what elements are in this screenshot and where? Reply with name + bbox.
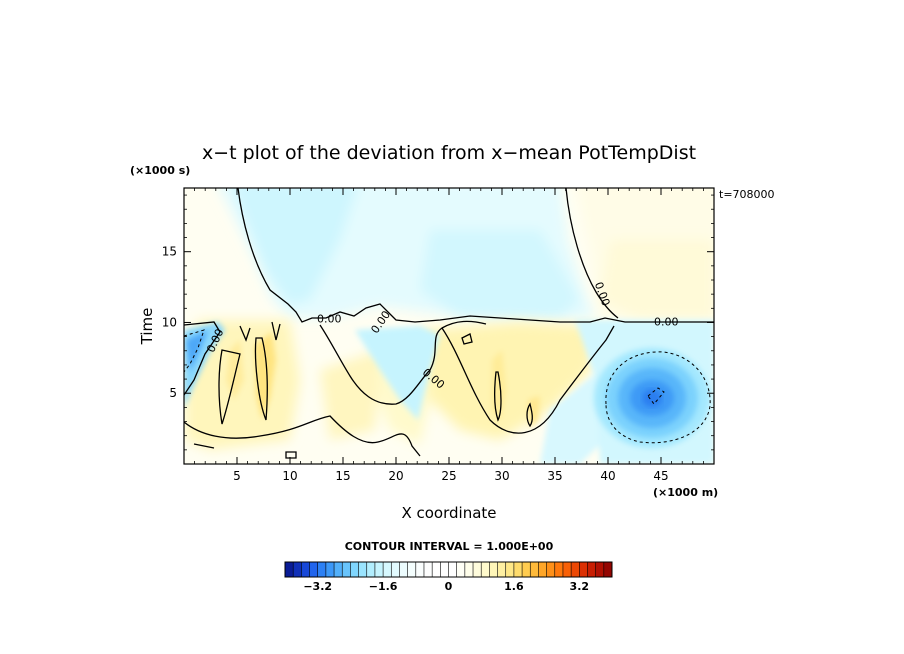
colorbar-swatch <box>595 562 605 577</box>
x-tick-label: 15 <box>335 469 350 483</box>
colorbar: −3.2 −1.6 0 1.6 3.2 <box>284 561 613 593</box>
x-tick-label: 30 <box>494 469 509 483</box>
colorbar-swatch <box>603 562 613 577</box>
cold-anomaly <box>594 348 710 448</box>
colorbar-swatch <box>350 562 359 577</box>
colorbar-swatch <box>285 562 294 577</box>
x-tick-label: 20 <box>388 469 403 483</box>
colorbar-swatch <box>325 562 335 577</box>
colorbar-swatch <box>415 562 425 577</box>
chart-title: x−t plot of the deviation from x−mean Po… <box>202 142 696 164</box>
x-axis-label: X coordinate <box>401 504 496 522</box>
colorbar-swatch <box>489 562 498 577</box>
contour-lines <box>184 188 714 459</box>
colorbar-tick-label: −3.2 <box>303 580 332 593</box>
y-tick-label: 10 <box>162 315 177 329</box>
colorbar-swatch <box>530 562 539 577</box>
colorbar-swatch <box>579 562 588 577</box>
colorbar-swatch <box>309 562 319 577</box>
colorbar-swatch <box>391 562 400 577</box>
upper-cool-region <box>219 188 714 320</box>
x-tick-label: 45 <box>653 469 668 483</box>
colorbar-tick-label: 1.6 <box>504 580 524 593</box>
colorbar-swatch <box>317 562 327 577</box>
negative-contours <box>184 329 711 444</box>
colorbar-swatch <box>562 562 572 577</box>
colorbar-swatch <box>423 562 433 577</box>
colorbar-tick-label: −1.6 <box>369 580 398 593</box>
colorbar-swatch <box>513 562 523 577</box>
x-tick-label: 40 <box>600 469 615 483</box>
y-tick-label: 5 <box>169 386 177 400</box>
colorbar-swatch <box>366 562 376 577</box>
colorbar-swatch <box>481 562 490 577</box>
x-tick-label: 25 <box>441 469 456 483</box>
x-unit-label: (×1000 m) <box>653 486 718 499</box>
time-stamp: t=708000 <box>719 188 775 201</box>
x-tick-label: 35 <box>547 469 562 483</box>
colorbar-swatch <box>571 562 580 577</box>
colorbar-swatch <box>358 562 368 577</box>
colorbar-swatch <box>440 562 449 577</box>
colorbar-swatch <box>374 562 384 577</box>
colorbar-swatch <box>432 562 441 577</box>
colorbar-swatch <box>334 562 343 577</box>
plot-area <box>184 188 714 464</box>
colorbar-swatch <box>383 562 392 577</box>
contour-label: 0.00 <box>654 315 679 328</box>
colorbar-swatch <box>293 562 302 577</box>
x-axis: 5 10 15 20 25 30 35 40 45 <box>194 188 704 483</box>
colorbar-frame <box>284 561 613 578</box>
colorbar-swatch <box>448 562 458 577</box>
colorbar-swatch <box>301 562 310 577</box>
colorbar-tick-label: 0 <box>445 580 453 593</box>
colorbar-swatch <box>464 562 474 577</box>
colorbar-swatch <box>407 562 417 577</box>
colorbar-tick-label: 3.2 <box>570 580 590 593</box>
colorbar-swatch <box>554 562 564 577</box>
contour-interval-text: CONTOUR INTERVAL = 1.000E+00 <box>345 540 554 553</box>
contour-label: 0.00 <box>317 313 342 326</box>
x-tick-label: 5 <box>233 469 241 483</box>
colorbar-swatch <box>538 562 547 577</box>
colorbar-swatch <box>505 562 515 577</box>
x-tick-label: 10 <box>282 469 297 483</box>
y-unit-label: (×1000 s) <box>130 164 190 177</box>
colorbar-swatch <box>522 562 531 577</box>
y-axis: 5 10 15 <box>162 194 714 451</box>
colorbar-swatch <box>399 562 409 577</box>
colorbar-swatch <box>587 562 597 577</box>
y-axis-label: Time <box>138 308 156 346</box>
colorbar-swatch <box>497 562 507 577</box>
colorbar-swatch <box>456 562 466 577</box>
colorbar-swatch <box>546 562 556 577</box>
colorbar-swatch <box>342 562 351 577</box>
y-tick-label: 15 <box>162 245 177 259</box>
colorbar-swatch <box>473 562 482 577</box>
